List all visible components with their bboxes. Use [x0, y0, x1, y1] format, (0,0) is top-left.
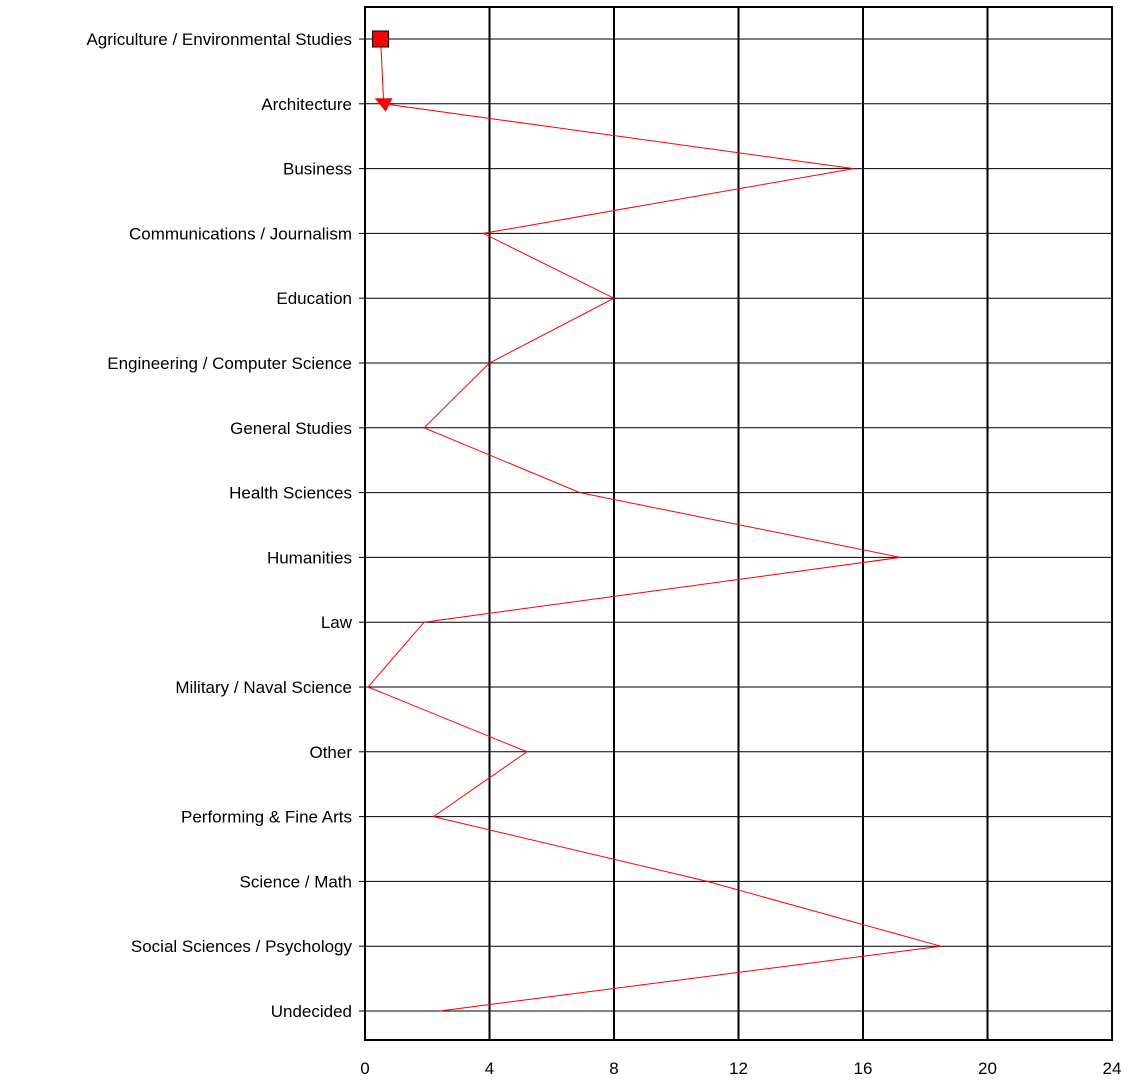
category-label: General Studies [230, 419, 352, 438]
category-label: Law [321, 613, 353, 632]
data-point [899, 556, 901, 559]
data-point [940, 945, 942, 947]
category-label: Architecture [261, 95, 352, 114]
plot-frame [364, 6, 1113, 1041]
category-label: Performing & Fine Arts [181, 808, 352, 827]
category-label: Agriculture / Environmental Studies [86, 30, 352, 49]
category-label: Health Sciences [229, 484, 352, 503]
category-label: Humanities [267, 548, 352, 567]
data-point-marker [374, 98, 393, 112]
category-label: Business [283, 160, 352, 179]
series-layer [367, 30, 942, 1012]
data-point [706, 880, 708, 883]
category-label: Social Sciences / Psychology [131, 937, 353, 956]
category-label: Military / Naval Science [175, 678, 352, 697]
x-tick-label: 16 [854, 1059, 873, 1078]
data-point [526, 751, 528, 753]
data-point [613, 297, 615, 299]
data-point [579, 492, 581, 494]
x-tick-labels: 0 4 8 12 16 20 24 [360, 1059, 1121, 1078]
x-tick-label: 0 [360, 1059, 369, 1078]
data-point [423, 621, 425, 623]
x-tick-label: 4 [485, 1059, 494, 1078]
data-point [423, 427, 425, 429]
category-label: Communications / Journalism [129, 224, 352, 243]
category-label: Education [276, 289, 352, 308]
data-point [432, 816, 435, 818]
data-point-marker [372, 30, 390, 48]
data-point [367, 686, 369, 688]
category-label: Engineering / Computer Science [107, 354, 352, 373]
x-tick-label: 24 [1103, 1059, 1122, 1078]
data-point [439, 1010, 441, 1012]
series-line [367, 38, 941, 1012]
x-tick-label: 8 [609, 1059, 618, 1078]
category-labels: Agriculture / Environmental Studies Archi… [86, 30, 352, 1021]
x-tick-label: 20 [978, 1059, 997, 1078]
category-label: Science / Math [240, 872, 352, 891]
data-point [853, 168, 855, 170]
data-point [482, 232, 484, 234]
data-point [488, 362, 491, 364]
category-label: Undecided [271, 1002, 352, 1021]
x-tick-label: 12 [729, 1059, 748, 1078]
category-label: Other [309, 743, 352, 762]
